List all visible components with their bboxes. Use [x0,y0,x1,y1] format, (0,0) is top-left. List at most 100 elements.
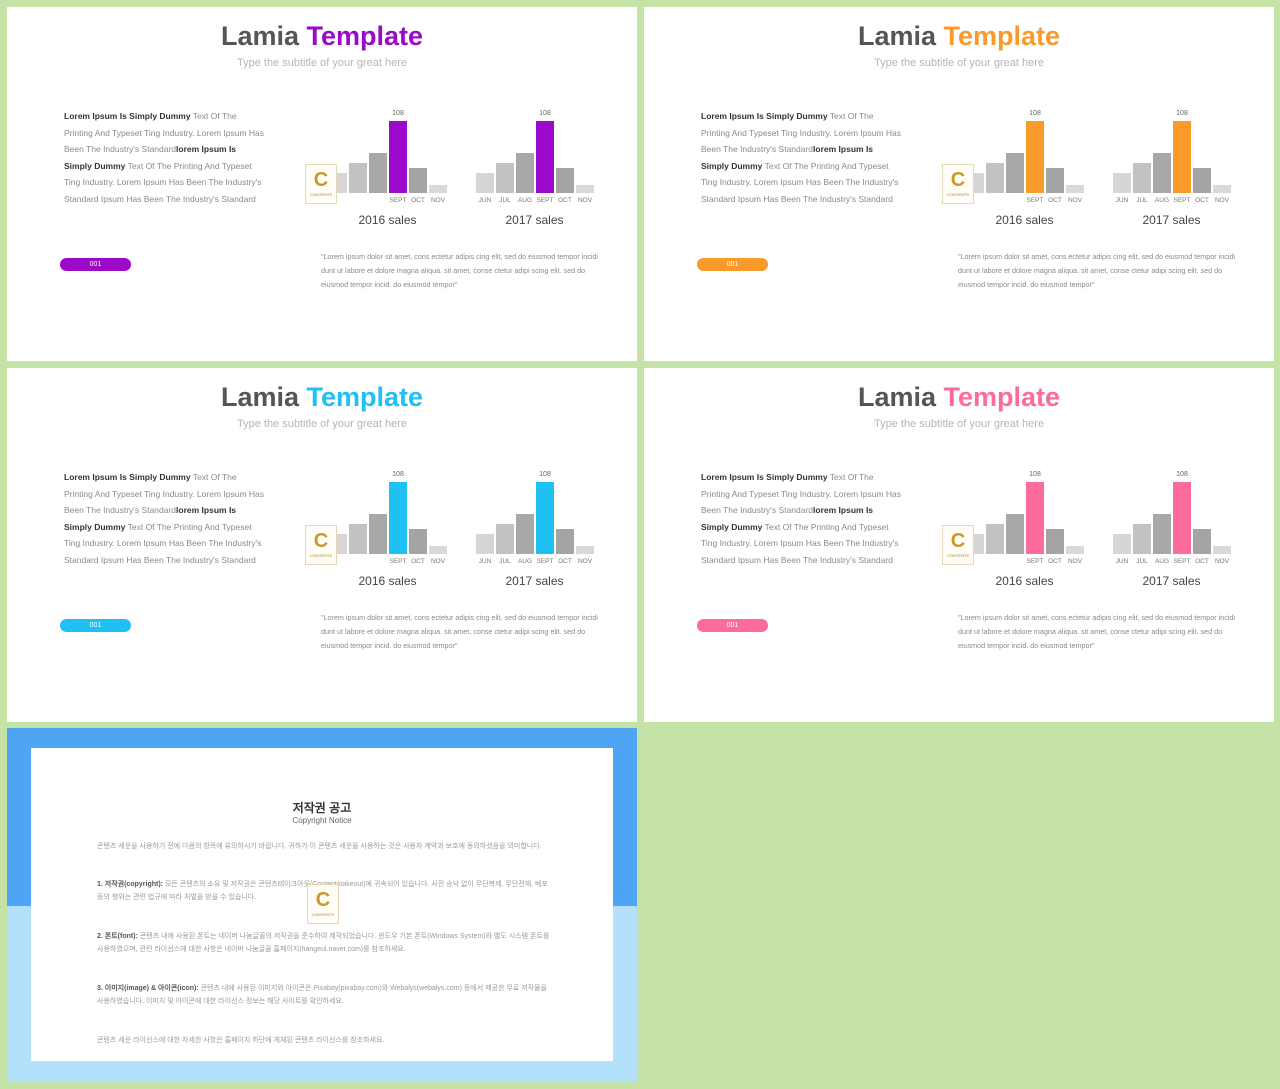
tick-label: SEPT [1173,558,1191,565]
bar-jul [1133,524,1151,554]
tick-label: SEPT [1026,558,1044,565]
bar-aug [1006,153,1024,193]
body-bold-2: lorem Ipsum Is Simply Dummy [64,505,237,532]
tick-label: SEPT [1026,197,1044,204]
page-subtitle: Type the subtitle of your great here [237,57,407,69]
body-text-2: Text Of The Printing And Typeset Ting In… [64,521,262,565]
title-word-2: Template [306,21,424,51]
tick-label: OCT [411,197,425,204]
bar-nov [1066,546,1084,554]
bar-oct [556,168,574,193]
data-label: 108 [1029,110,1041,117]
bar-oct [1046,168,1064,193]
bar-jun [1113,534,1131,554]
bar-jul [349,524,367,554]
notice-font-heading: 2. 폰트(font): [97,933,138,940]
chart-title: 2016 sales [995,213,1054,227]
copyright-notice-slide[interactable]: 저작권 공고 Copyright Notice 콘텐츠 세운을 사용하기 전에 … [7,728,637,1082]
bar-aug [1006,514,1024,554]
bar-sept [1026,121,1044,193]
bar-sept [1173,482,1191,554]
body-bold-1: Lorem Ipsum Is Simply Dummy [64,472,191,482]
body-bold-2: lorem Ipsum Is Simply Dummy [701,144,874,171]
sales-chart-2017: JUN JUL AUG 108 SEPT OCT NOV 2017 sales [472,99,597,229]
title-word-2: Template [306,382,424,412]
body-text-2: Text Of The Printing And Typeset Ting In… [64,160,262,204]
sales-chart-2016: 108 SEPT OCT NOV 2016 sales [962,99,1087,229]
bar-jul [986,524,1004,554]
bar-aug [1153,153,1171,193]
tick-label: SEPT [1173,197,1191,204]
sales-chart-2017: JUN JUL AUG 108 SEPT OCT NOV 2017 sales [472,460,597,590]
logo-letter: C [315,889,331,911]
bar-nov [576,185,594,193]
notice-font: 2. 폰트(font): 콘텐츠 내에 사용된 폰트는 네이버 나눔글꼴의 저작… [97,930,552,956]
body-bold-2: lorem Ipsum Is Simply Dummy [64,144,237,171]
tick-label: OCT [558,197,572,204]
tick-label: AUG [1154,558,1170,565]
tick-label: SEPT [389,197,407,204]
chart-title: 2017 sales [1142,574,1201,588]
contents-logo: C CONTENTS [942,164,974,204]
page-number-badge: 001 [697,258,768,271]
bar-oct [1193,529,1211,554]
logo-text: CONTENTS [310,553,332,558]
slide-purple[interactable]: Lamia Template Type the subtitle of your… [7,7,637,361]
sales-chart-2017: JUN JUL AUG 108 SEPT OCT NOV 2017 sales [1109,99,1234,229]
body-bold-2: lorem Ipsum Is Simply Dummy [701,505,874,532]
page-subtitle: Type the subtitle of your great here [237,418,407,430]
tick-label: JUN [478,197,492,204]
body-paragraph: Lorem Ipsum Is Simply Dummy Text Of The … [64,469,264,568]
slide-orange[interactable]: Lamia Template Type the subtitle of your… [644,7,1274,361]
tick-label: NOV [1067,558,1083,565]
page-number-badge: 001 [60,258,131,271]
body-text-1: Text Of The Printing And Typeset Ting In… [64,111,265,154]
bar-jul [349,163,367,193]
data-label: 108 [392,110,404,117]
bar-sept [536,482,554,554]
logo-text: CONTENTS [310,192,332,197]
notice-subtitle: Copyright Notice [292,816,352,825]
tick-label: JUL [1136,197,1148,204]
tick-label: NOV [1214,197,1230,204]
bar-aug [369,514,387,554]
sales-chart-2016: 108 SEPT OCT NOV 2016 sales [325,460,450,590]
slide-blue[interactable]: Lamia Template Type the subtitle of your… [7,368,637,722]
data-label: 108 [1176,471,1188,478]
bar-jul [496,163,514,193]
notice-intro: 콘텐츠 세운을 사용하기 전에 다음의 항목에 유의하시기 바랍니다. 귀하가 … [97,843,542,850]
bar-nov [1213,546,1231,554]
tick-label: NOV [430,558,446,565]
bar-sept [536,121,554,193]
bar-sept [1026,482,1044,554]
bar-sept [389,121,407,193]
title-word-1: Lamia [220,21,299,51]
sales-chart-2017: JUN JUL AUG 108 SEPT OCT NOV 2017 sales [1109,460,1234,590]
notice-title: 저작권 공고 [292,801,352,815]
tick-label: SEPT [389,558,407,565]
chart-title: 2017 sales [1142,213,1201,227]
logo-text: CONTENTS [947,192,969,197]
notice-image-heading: 3. 이미지(image) & 아이콘(icon): [97,985,199,992]
bar-nov [429,185,447,193]
tick-label: NOV [577,558,593,565]
tick-label: JUL [1136,558,1148,565]
bar-sept [389,482,407,554]
page-subtitle: Type the subtitle of your great here [874,57,1044,69]
body-text-2: Text Of The Printing And Typeset Ting In… [701,521,899,565]
data-label: 108 [539,471,551,478]
bar-jun [476,173,494,193]
tick-label: OCT [411,558,425,565]
bar-oct [409,529,427,554]
tick-label: JUL [499,197,511,204]
bar-jun [476,534,494,554]
tick-label: JUL [499,558,511,565]
page-title: Lamia Template [7,21,637,52]
tick-label: NOV [577,197,593,204]
notice-image-icon: 3. 이미지(image) & 아이콘(icon): 콘텐츠 내에 사용된 이미… [97,982,552,1008]
notice-image-body: 콘텐츠 내에 사용된 이미지와 아이콘은 Pixabay(pixabay.com… [97,985,547,1005]
sales-chart-2016: 108 SEPT OCT NOV 2016 sales [962,460,1087,590]
bar-aug [516,514,534,554]
bar-aug [516,153,534,193]
slide-pink[interactable]: Lamia Template Type the subtitle of your… [644,368,1274,722]
